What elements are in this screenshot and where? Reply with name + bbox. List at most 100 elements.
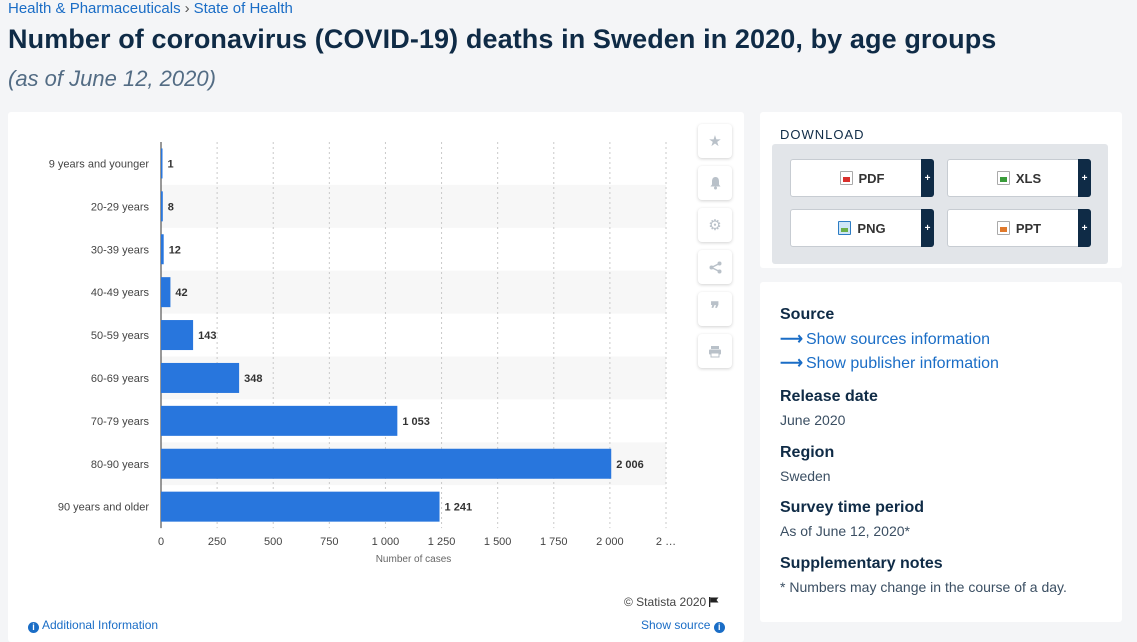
category-label-8: 90 years and older <box>58 502 149 514</box>
show-publisher-link[interactable]: ⟶ Show publisher information <box>780 353 999 373</box>
category-label-6: 70-79 years <box>91 416 150 428</box>
value-label-8: 1 241 <box>445 502 473 514</box>
show-sources-link[interactable]: ⟶ Show sources information <box>780 329 990 349</box>
x-tick-label-1: 250 <box>208 536 226 548</box>
share-icon[interactable] <box>698 250 732 284</box>
download-xls-button[interactable]: XLS + <box>947 159 1091 197</box>
x-tick-label-7: 1 750 <box>540 536 568 548</box>
category-label-7: 80-90 years <box>91 459 150 471</box>
supplementary-notes-value: * Numbers may change in the course of a … <box>780 579 1067 595</box>
region-value: Sweden <box>780 468 831 484</box>
value-label-7: 2 006 <box>616 459 644 471</box>
x-axis-label: Number of cases <box>376 554 452 565</box>
download-ppt-button[interactable]: PPT + <box>947 209 1091 247</box>
png-icon <box>838 221 852 235</box>
value-label-0: 1 <box>168 158 174 170</box>
png-plus-button[interactable]: + <box>921 209 934 247</box>
category-label-1: 20-29 years <box>91 201 150 213</box>
bar-6 <box>161 405 398 436</box>
breadcrumb-separator: › <box>184 0 190 17</box>
gear-icon[interactable]: ⚙ <box>698 208 732 242</box>
breadcrumb-state-of-health-link[interactable]: State of Health <box>193 0 293 17</box>
region-heading: Region <box>780 444 835 461</box>
show-sources-label: Show sources information <box>805 331 991 348</box>
bar-7 <box>161 448 612 479</box>
bar-1 <box>161 191 163 222</box>
info-icon: i <box>28 621 39 633</box>
pdf-plus-button[interactable]: + <box>921 159 934 197</box>
arrow-right-icon: ⟶ <box>780 355 803 372</box>
row-band <box>161 270 666 314</box>
survey-period-value: As of June 12, 2020* <box>780 523 910 539</box>
additional-information-link[interactable]: i Additional Information <box>28 618 158 633</box>
bar-2 <box>161 234 164 265</box>
bar-3 <box>161 277 171 308</box>
bar-5 <box>161 362 240 393</box>
show-publisher-label: Show publisher information <box>805 355 999 372</box>
x-tick-label-8: 2 000 <box>596 536 624 548</box>
bar-8 <box>161 491 440 522</box>
x-tick-label-6: 1 500 <box>484 536 512 548</box>
pdf-label: PDF <box>858 170 885 186</box>
breadcrumb-health-link[interactable]: Health & Pharmaceuticals <box>8 0 181 17</box>
quote-icon[interactable]: ❞ <box>698 292 732 326</box>
x-tick-label-9: 2 … <box>656 536 676 548</box>
value-label-2: 12 <box>169 244 181 256</box>
supplementary-notes-heading: Supplementary notes <box>780 555 943 572</box>
xls-label: XLS <box>1015 170 1042 186</box>
value-label-4: 143 <box>198 330 216 342</box>
credit-text: © Statista 2020 <box>624 595 707 609</box>
additional-information-label: Additional Information <box>42 618 159 632</box>
xls-plus-button[interactable]: + <box>1078 159 1091 197</box>
bar-0 <box>161 148 163 179</box>
page-title: Number of coronavirus (COVID-19) deaths … <box>8 24 997 54</box>
value-label-3: 42 <box>175 287 187 299</box>
source-heading: Source <box>780 306 835 323</box>
pdf-icon <box>839 171 853 185</box>
x-tick-label-4: 1 000 <box>372 536 400 548</box>
download-title: DOWNLOAD <box>780 127 865 142</box>
ppt-plus-button[interactable]: + <box>1078 209 1091 247</box>
survey-period-heading: Survey time period <box>780 499 925 516</box>
category-label-5: 60-69 years <box>91 373 150 385</box>
flag-icon[interactable] <box>709 597 719 607</box>
ppt-icon <box>996 221 1010 235</box>
value-label-5: 348 <box>244 373 262 385</box>
chart-tools: ★ ⚙ ❞ <box>698 124 734 376</box>
value-label-6: 1 053 <box>402 416 430 428</box>
row-band <box>161 356 666 400</box>
page-subtitle: (as of June 12, 2020) <box>8 66 216 91</box>
download-pdf-button[interactable]: PDF + <box>790 159 934 197</box>
category-label-3: 40-49 years <box>91 287 150 299</box>
show-source-label: Show source <box>641 618 711 632</box>
chart-card: 9 years and younger 1 20-29 years 8 30-39 ye… <box>8 112 744 642</box>
x-tick-label-3: 750 <box>320 536 338 548</box>
ppt-label: PPT <box>1015 220 1042 236</box>
star-icon[interactable]: ★ <box>698 124 732 158</box>
info-icon: i <box>713 621 725 633</box>
value-label-1: 8 <box>168 201 174 213</box>
release-date-heading: Release date <box>780 388 878 405</box>
arrow-right-icon: ⟶ <box>780 331 803 348</box>
breadcrumb: Health & Pharmaceuticals › State of Health <box>8 0 293 17</box>
category-label-4: 50-59 years <box>91 330 150 342</box>
metadata-card: Source ⟶ Show sources information ⟶ Show p… <box>760 282 1122 622</box>
png-label: PNG <box>857 220 886 236</box>
bar-4 <box>161 320 194 351</box>
x-tick-label-0: 0 <box>158 536 164 548</box>
print-icon[interactable] <box>698 334 732 368</box>
release-date-value: June 2020 <box>780 412 846 428</box>
row-band <box>161 184 666 228</box>
category-label-2: 30-39 years <box>91 244 150 256</box>
x-tick-label-2: 500 <box>264 536 282 548</box>
show-source-link[interactable]: Show source i <box>641 618 728 633</box>
download-card: DOWNLOAD PDF + XLS + PNG + PPT + <box>760 112 1122 268</box>
bar-chart: 9 years and younger 1 20-29 years 8 30-39 ye… <box>49 142 676 565</box>
category-label-0: 9 years and younger <box>49 158 150 170</box>
download-png-button[interactable]: PNG + <box>790 209 934 247</box>
bell-icon[interactable] <box>698 166 732 200</box>
xls-icon <box>996 171 1010 185</box>
x-tick-label-5: 1 250 <box>428 536 456 548</box>
statista-credit: © Statista 2020 <box>624 595 719 609</box>
download-area: PDF + XLS + PNG + PPT + <box>772 144 1108 264</box>
